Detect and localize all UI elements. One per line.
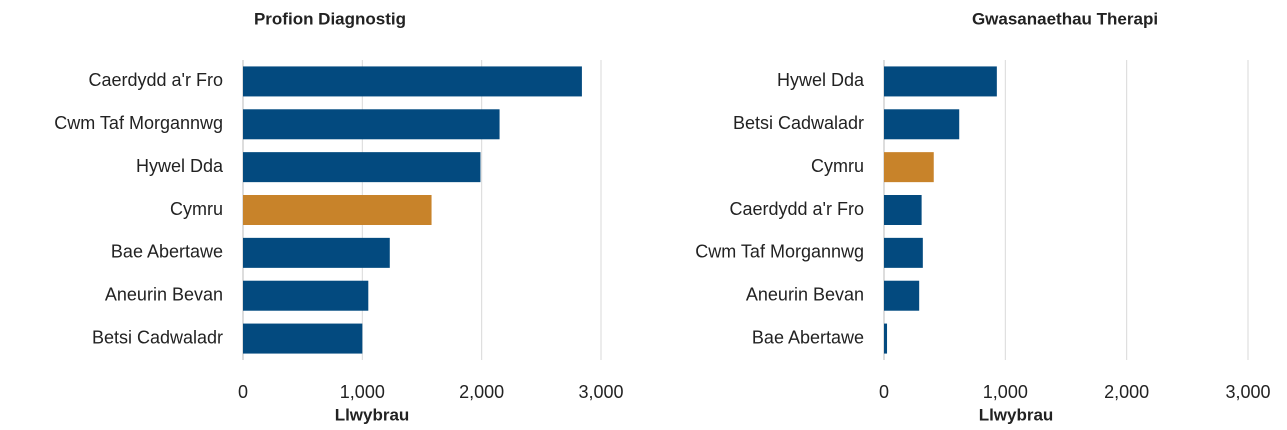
bar [884, 152, 934, 183]
bar [243, 109, 500, 140]
x-axis-label: Llwybrau [335, 405, 410, 424]
y-tick-label: Betsi Cadwaladr [92, 327, 223, 347]
x-tick-label: 2,000 [1104, 382, 1149, 402]
chart-title: Gwasanaethau Therapi [972, 9, 1158, 28]
x-axis-label: Llwybrau [979, 405, 1054, 424]
y-tick-label: Cymru [170, 199, 223, 219]
x-tick-label: 2,000 [459, 382, 504, 402]
bar [243, 66, 582, 97]
bar [243, 323, 363, 354]
x-tick-label: 0 [238, 382, 248, 402]
y-tick-label: Hywel Dda [136, 156, 224, 176]
x-tick-label: 3,000 [578, 382, 623, 402]
bar [243, 195, 432, 225]
bar [884, 237, 923, 268]
y-tick-label: Aneurin Bevan [746, 284, 864, 304]
bar [243, 237, 390, 268]
y-tick-label: Hywel Dda [777, 70, 865, 90]
x-tick-label: 1,000 [983, 382, 1028, 402]
chart-title: Profion Diagnostig [254, 9, 406, 28]
y-tick-label: Cwm Taf Morgannwg [695, 242, 864, 262]
y-tick-label: Caerdydd a'r Fro [89, 70, 224, 90]
y-tick-label: Caerdydd a'r Fro [730, 199, 865, 219]
bar [884, 323, 888, 354]
x-tick-label: 0 [879, 382, 889, 402]
bar [884, 66, 997, 97]
y-tick-label: Bae Abertawe [752, 327, 864, 347]
y-tick-label: Bae Abertawe [111, 242, 223, 262]
bar [884, 280, 920, 311]
bar [884, 109, 960, 140]
bar [243, 152, 481, 183]
y-tick-label: Cymru [811, 156, 864, 176]
bar [243, 280, 369, 311]
y-tick-label: Cwm Taf Morgannwg [54, 113, 223, 133]
x-tick-label: 3,000 [1225, 382, 1270, 402]
bar [884, 195, 922, 225]
x-tick-label: 1,000 [340, 382, 385, 402]
y-tick-label: Betsi Cadwaladr [733, 113, 864, 133]
y-tick-label: Aneurin Bevan [105, 284, 223, 304]
